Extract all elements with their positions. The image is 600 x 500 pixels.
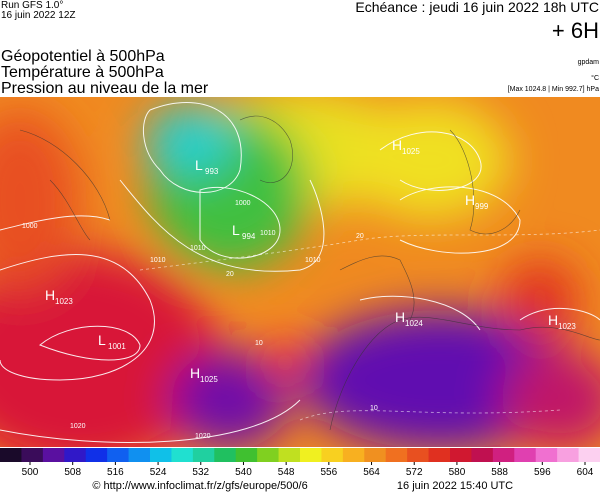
center-pressure: 1023 [558,322,576,331]
colorbar-swatch [557,448,580,462]
colorbar-label: 548 [278,467,295,478]
center-pressure: 1025 [402,147,420,156]
colorbar-label: 564 [363,467,380,478]
isobar-label: 20 [226,271,234,278]
colorbar-label: 588 [491,467,508,478]
isobar-label: 1010 [190,245,206,252]
colorbar-swatch [128,448,151,462]
lead-time: + 6H [552,18,599,43]
colorbar-swatch [342,448,365,462]
colorbar-swatch [492,448,515,462]
echeance: Echéance : jeudi 16 juin 2022 18h UTC [355,0,599,15]
colorbar-swatch [385,448,408,462]
center-pressure: 1001 [108,342,126,351]
center-letter: H [465,192,475,208]
center-pressure: 999 [475,202,489,211]
colorbar-swatch [300,448,322,462]
colorbar-label: 604 [577,467,594,478]
center-letter: L [195,157,203,173]
isobar-label: 20 [356,233,364,240]
colorbar-swatch [192,448,215,462]
colorbar-swatch [535,448,558,462]
colorbar-label: 524 [150,467,167,478]
colorbar-swatch [235,448,258,462]
colorbar-swatch [85,448,108,462]
center-letter: H [45,287,55,303]
field: Géopotentiel à 500hPa [1,48,165,65]
isobar-label: 1010 [150,257,166,264]
colorbar-label: 500 [22,467,39,478]
center-letter: H [395,309,405,325]
colorbar-label: 596 [534,467,551,478]
pressure-range: [Max 1024.8 | Min 992.7] hPa [508,86,599,93]
colorbar-label: 532 [192,467,209,478]
isobar-label: 1010 [305,257,321,264]
colorbar-swatch [257,448,280,462]
run: Run GFS 1.0° [1,0,63,11]
center-pressure: 994 [242,232,256,241]
field: Pression au niveau de la mer [1,80,209,97]
colorbar-swatch [21,448,44,462]
isobar-label: 1020 [70,423,86,430]
center-pressure: 993 [205,167,219,176]
colorbar-label: 508 [64,467,81,478]
isobar-label: 1010 [260,230,276,237]
colorbar-swatch [471,448,494,462]
unit: °C [591,74,599,82]
footer-url: © http://www.infoclimat.fr/z/gfs/europe/… [92,480,307,492]
center-letter: L [98,332,106,348]
colorbar-swatch [278,448,301,462]
colorbar-label: 556 [321,467,338,478]
colorbar-swatch [428,448,451,462]
colorbar-swatch [321,448,344,462]
colorbar-swatch [0,448,22,462]
colorbar-swatch [150,448,172,462]
unit: gpdam [578,59,600,66]
colorbar-swatch [578,448,600,462]
center-letter: H [392,137,402,153]
isobar-label: 1000 [235,200,251,207]
colorbar-swatch [364,448,387,462]
isobar-label: 10 [370,405,378,412]
colorbar-swatch [514,448,537,462]
colorbar-swatch [64,448,87,462]
center-letter: L [232,222,240,238]
field: Température à 500hPa [1,64,164,81]
colorbar-label: 540 [235,467,252,478]
colorbar-swatch [214,448,237,462]
center-pressure: 1023 [55,297,73,306]
colorbar-label: 516 [107,467,124,478]
colorbar-swatch [171,448,194,462]
colorbar-swatch [107,448,130,462]
center-letter: H [190,365,200,381]
colorbar-swatch [407,448,430,462]
center-pressure: 1024 [405,319,423,328]
colorbar-label: 572 [406,467,423,478]
center-letter: H [548,312,558,328]
isobar-label: 10 [255,340,263,347]
footer-stamp: 16 juin 2022 15:40 UTC [397,480,513,492]
run-date: 16 juin 2022 12Z [1,10,76,21]
colorbar-label: 580 [449,467,466,478]
isobar-label: 1020 [195,433,211,440]
colorbar-swatch [42,448,65,462]
isobar-label: 1000 [22,223,38,230]
colorbar-swatch [450,448,472,462]
center-pressure: 1025 [200,375,218,384]
